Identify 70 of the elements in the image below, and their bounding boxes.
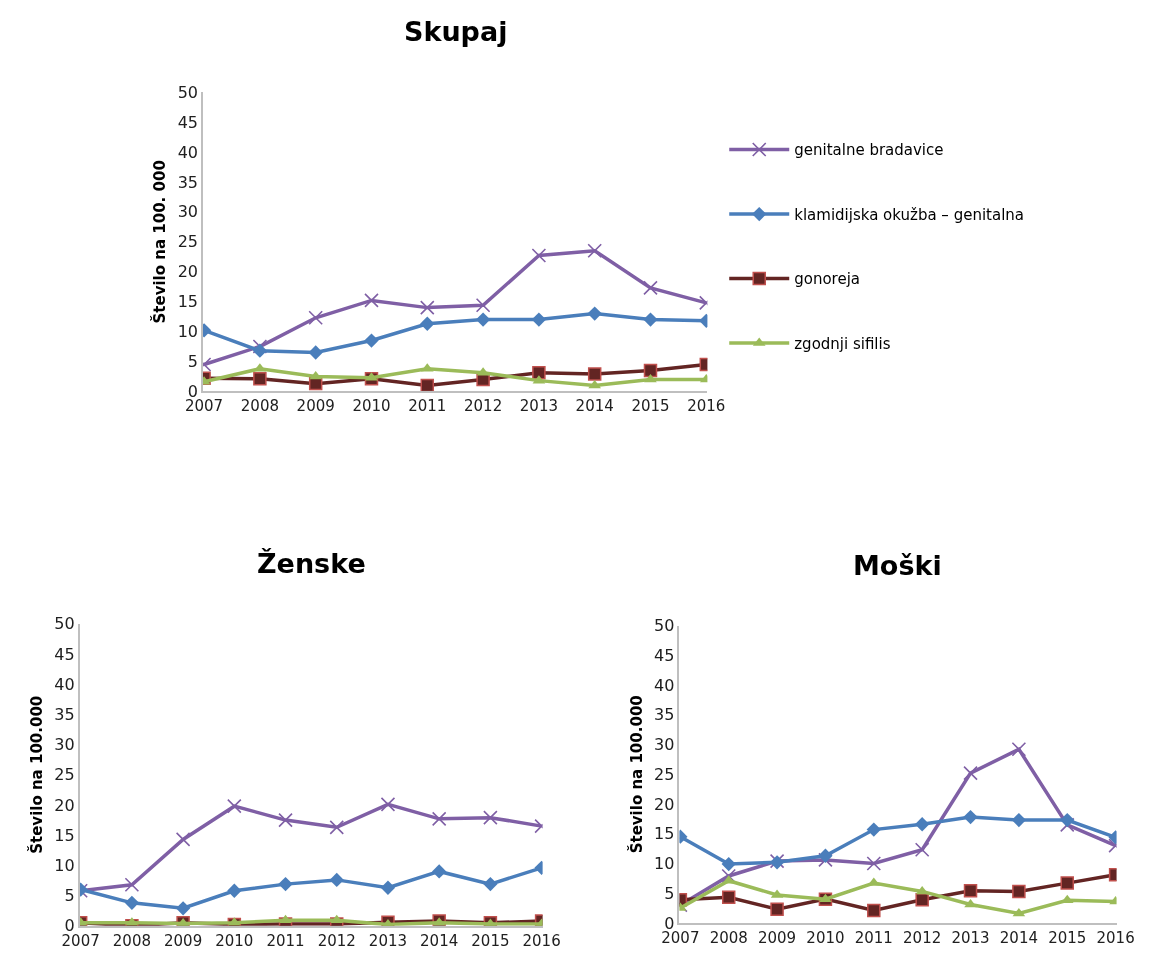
x-tick-label: 2012 bbox=[464, 397, 503, 416]
x-tick-label: 2008 bbox=[112, 931, 151, 950]
y-tick-label: 15 bbox=[654, 824, 675, 844]
x-tick-label: 2009 bbox=[757, 928, 797, 947]
x-tick-label: 2007 bbox=[61, 931, 100, 950]
y-tick-label: 50 bbox=[54, 614, 75, 634]
legend-label: genitalne bradavice bbox=[794, 141, 944, 160]
y-tick-label: 45 bbox=[177, 112, 199, 132]
y-tick-label: 5 bbox=[64, 886, 75, 906]
x-tick-label: 2014 bbox=[575, 397, 614, 416]
y-tick-label: 45 bbox=[654, 645, 675, 665]
x-tick-label: 2015 bbox=[1048, 928, 1087, 947]
y-tick-label: 30 bbox=[177, 202, 199, 222]
x-tick-label: 2010 bbox=[215, 931, 254, 950]
y-tick-label: 25 bbox=[54, 765, 75, 785]
x-tick-label: 2014 bbox=[420, 931, 459, 950]
x-tick-label: 2016 bbox=[522, 931, 561, 950]
x-tick-label: 2013 bbox=[951, 928, 990, 947]
y-tick-label: 5 bbox=[187, 352, 199, 372]
x-tick-label: 2015 bbox=[631, 397, 670, 416]
y-axis-title: Število na 100.000 bbox=[27, 695, 47, 854]
chart-title: Moški bbox=[853, 550, 942, 581]
y-tick-label: 5 bbox=[664, 883, 675, 903]
x-tick-label: 2008 bbox=[240, 397, 279, 416]
chart-title: Ženske bbox=[257, 548, 366, 579]
y-tick-label: 35 bbox=[177, 172, 199, 192]
y-tick-label: 40 bbox=[654, 675, 675, 695]
y-tick-label: 15 bbox=[54, 825, 75, 845]
y-tick-label: 50 bbox=[177, 82, 199, 102]
x-tick-label: 2011 bbox=[408, 397, 447, 416]
chart-title: Skupaj bbox=[404, 16, 508, 47]
x-tick-label: 2008 bbox=[709, 928, 748, 947]
x-tick-label: 2016 bbox=[1096, 928, 1135, 947]
y-tick-label: 20 bbox=[177, 262, 199, 282]
x-tick-label: 2010 bbox=[352, 397, 391, 416]
y-tick-label: 30 bbox=[654, 735, 675, 755]
legend-label: zgodnji sifilis bbox=[794, 334, 891, 353]
x-tick-label: 2009 bbox=[164, 931, 203, 950]
y-tick-label: 25 bbox=[177, 232, 199, 252]
x-tick-label: 2012 bbox=[317, 931, 356, 950]
x-tick-label: 2010 bbox=[806, 928, 845, 947]
y-tick-label: 25 bbox=[654, 764, 675, 784]
y-axis-title: Število na 100.000 bbox=[626, 695, 646, 854]
y-tick-label: 20 bbox=[654, 794, 675, 814]
x-tick-label: 2011 bbox=[854, 928, 893, 947]
x-tick-label: 2011 bbox=[266, 931, 305, 950]
x-tick-label: 2013 bbox=[368, 931, 408, 950]
y-tick-label: 35 bbox=[654, 705, 675, 725]
legend-label: gonoreja bbox=[794, 270, 861, 289]
y-tick-label: 10 bbox=[54, 855, 75, 875]
y-tick-label: 50 bbox=[654, 616, 675, 636]
y-tick-label: 10 bbox=[177, 322, 199, 342]
y-axis-title: Število na 100. 000 bbox=[150, 160, 170, 324]
y-tick-label: 35 bbox=[54, 704, 75, 724]
y-tick-label: 15 bbox=[177, 292, 199, 312]
x-tick-label: 2009 bbox=[296, 397, 335, 416]
y-tick-label: 20 bbox=[54, 795, 75, 815]
y-tick-label: 40 bbox=[54, 674, 75, 694]
x-tick-label: 2013 bbox=[519, 397, 558, 416]
x-tick-label: 2012 bbox=[903, 928, 942, 947]
x-tick-label: 2007 bbox=[184, 397, 224, 416]
x-tick-label: 2015 bbox=[471, 931, 510, 950]
x-tick-label: 2007 bbox=[661, 928, 700, 947]
y-tick-label: 45 bbox=[54, 644, 75, 664]
y-tick-label: 30 bbox=[54, 735, 75, 755]
y-tick-label: 40 bbox=[177, 142, 199, 162]
y-tick-label: 10 bbox=[654, 854, 675, 874]
x-tick-label: 2014 bbox=[999, 928, 1038, 947]
x-tick-label: 2016 bbox=[687, 397, 726, 416]
legend-label: klamidijska okužba – genitalna bbox=[794, 205, 1025, 224]
